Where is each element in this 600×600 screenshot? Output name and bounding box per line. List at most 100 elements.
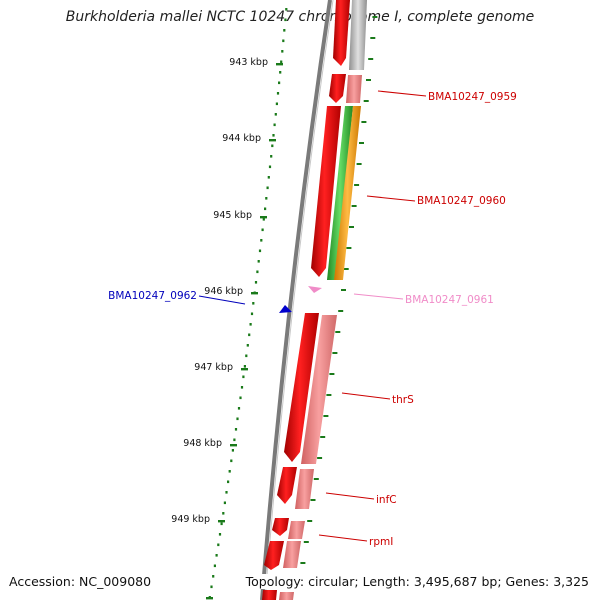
tick-dot: [250, 312, 254, 316]
genome-title: Burkholderia mallei NCTC 10247 chromosom…: [65, 9, 535, 25]
tick-dot: [220, 522, 223, 526]
tick-dot: [346, 247, 352, 249]
tick-dot: [254, 281, 258, 284]
tick-dot: [261, 228, 264, 232]
gene-label-bma10247-0962[interactable]: BMA10247_0962: [108, 290, 197, 302]
accession-text: Accession: NC_009080: [7, 574, 154, 589]
gene-feature[interactable]: [295, 469, 314, 509]
tick-dot: [303, 541, 309, 543]
gene-feature[interactable]: [283, 541, 301, 568]
tick-dot: [265, 197, 268, 200]
tick-dot: [243, 365, 246, 368]
tick-dots: [208, 8, 378, 599]
gene-label-thrs[interactable]: thrS: [392, 394, 414, 406]
cds-feature[interactable]: [334, 106, 361, 280]
tick-dot: [225, 491, 228, 494]
gene-feature[interactable]: [277, 467, 297, 504]
tick-dot: [248, 333, 251, 337]
tick-dot: [222, 512, 225, 515]
gene-feature[interactable]: [333, 0, 350, 66]
tick-dot: [264, 207, 267, 211]
tick-dot: [262, 218, 265, 221]
tick-dot: [249, 323, 252, 326]
tick-dot: [240, 386, 244, 389]
gene-feature[interactable]: [311, 106, 341, 277]
gene-feature[interactable]: [279, 592, 294, 600]
tick-dot: [372, 16, 378, 18]
tick-dot: [284, 18, 287, 22]
tick-dot: [236, 417, 239, 421]
topology-text: Topology: circular; Length: 3,495,687 bp…: [243, 574, 591, 589]
tick-dot: [246, 344, 249, 347]
chromosome-backbone: [260, 0, 332, 600]
tick-dot: [237, 407, 241, 410]
gene-label-bma10247-0959[interactable]: BMA10247_0959: [428, 91, 517, 103]
tick-dot: [239, 396, 242, 400]
tick-dot: [343, 268, 349, 270]
tick-dot: [338, 310, 344, 312]
tick-dot: [230, 459, 233, 463]
tick-dot: [341, 289, 346, 291]
gene-feature[interactable]: [349, 0, 367, 70]
scale-label: 946 kbp: [204, 286, 243, 297]
tick-dot: [356, 163, 362, 165]
gene-labels: BMA10247_0959 BMA10247_0960 BMA10247_096…: [108, 91, 517, 548]
tick-dot: [227, 480, 230, 484]
gene-feature[interactable]: [264, 541, 284, 570]
tick-dot: [268, 165, 272, 169]
scale-tick: [241, 368, 248, 371]
tick-dot: [313, 478, 319, 480]
tick-dot: [223, 501, 226, 505]
tick-dot: [231, 449, 234, 452]
tick-dot: [281, 50, 284, 53]
tick-dot: [349, 226, 354, 228]
tick-dot: [329, 373, 335, 375]
gene-feature[interactable]: [279, 305, 292, 313]
tick-dot: [258, 249, 262, 253]
tick-dot: [307, 520, 313, 522]
tick-dot: [270, 155, 273, 158]
tick-dot: [326, 394, 332, 396]
scale-label: 945 kbp: [213, 210, 252, 221]
tick-dot: [359, 142, 364, 144]
gene-label-infc[interactable]: infC: [376, 494, 397, 506]
scale-tick: [269, 139, 276, 142]
tick-dot: [245, 354, 248, 358]
tick-dot: [317, 457, 323, 459]
tick-dot: [217, 543, 220, 547]
scale-tick: [218, 520, 225, 523]
gene-feature[interactable]: [346, 75, 362, 103]
scale-label: 944 kbp: [222, 133, 261, 144]
gene-feature[interactable]: [272, 518, 289, 536]
gene-feature[interactable]: [308, 286, 322, 293]
gene-feature[interactable]: [262, 590, 277, 600]
tick-dot: [266, 186, 269, 190]
gene-feature[interactable]: [288, 521, 305, 539]
gene-feature[interactable]: [329, 74, 346, 103]
gene-feature[interactable]: [301, 315, 337, 464]
tick-dot: [218, 533, 222, 536]
gene-label-bma10247-0960[interactable]: BMA10247_0960: [417, 195, 506, 207]
tick-dot: [271, 144, 274, 148]
gene-feature[interactable]: [284, 313, 319, 462]
tick-dot: [285, 8, 288, 11]
gene-label-rpmi[interactable]: rpmI: [369, 536, 393, 548]
tick-dot: [300, 562, 306, 564]
tick-dot: [368, 58, 374, 60]
tick-dot: [252, 302, 255, 305]
tick-dot: [280, 60, 283, 64]
cds-feature[interactable]: [327, 106, 353, 280]
gene-features: [262, 0, 367, 600]
tick-dot: [257, 260, 260, 263]
tick-dot: [332, 352, 338, 354]
tick-dot: [279, 71, 282, 74]
tick-dot: [212, 575, 215, 578]
scale-labels: 943 kbp 944 kbp 945 kbp 946 kbp 947 kbp …: [171, 57, 268, 525]
tick-dot: [267, 176, 270, 179]
tick-dot: [370, 37, 376, 39]
gene-label-bma10247-0961[interactable]: BMA10247_0961: [405, 294, 494, 306]
scale-label: 949 kbp: [171, 514, 210, 525]
backbone-highlight: [264, 0, 334, 600]
scale-ticks: [206, 63, 283, 600]
